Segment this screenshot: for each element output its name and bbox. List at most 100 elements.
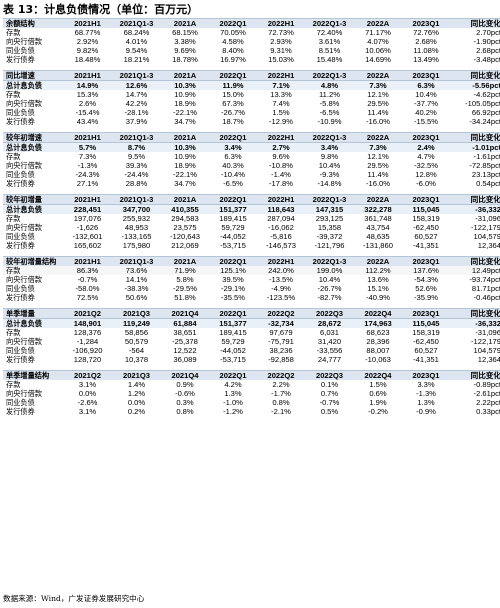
value-cell: 0.9% — [176, 380, 194, 389]
value-cell: 7.3% — [354, 142, 402, 152]
section-spacer — [3, 302, 500, 309]
value-cell: 11.2% — [319, 90, 340, 99]
column-header: 2022Q2 — [257, 308, 305, 319]
yoy-change-cell: -122,179 — [471, 223, 500, 232]
yoy-change-cell: 66.92pct — [471, 108, 500, 117]
table-row: 同业负债 -24.3% -24.4% -22.1% -10.4% -1.4% -9.3% 11… — [3, 170, 500, 179]
value-cell: 151,377 — [209, 204, 257, 214]
section-header-row: 余额结构 2021H1 2021Q1-3 2021A 2022Q1 2022H1 2022Q… — [3, 18, 500, 28]
value-cell: 322,278 — [354, 204, 402, 214]
column-header: 同比变化 — [450, 18, 500, 28]
value-cell: 15.3% — [76, 90, 99, 99]
value-cell: -22.1% — [172, 108, 198, 117]
column-header: 2022A — [354, 18, 402, 28]
value-cell: 72.76% — [413, 28, 439, 37]
value-cell: 8.40% — [222, 46, 244, 55]
value-cell: 3.1% — [78, 380, 97, 389]
column-header: 2021H1 — [63, 18, 112, 28]
value-cell: 34.7% — [174, 179, 196, 188]
value-cell: 12.8% — [415, 170, 437, 179]
value-cell: -4.9% — [271, 284, 291, 293]
value-cell: -62,450 — [413, 337, 439, 346]
table-row: 总计息负债 148,901 119,249 61,884 151,377 -32,734 2… — [3, 318, 500, 328]
value-cell: -13.5% — [268, 275, 294, 284]
value-cell: -92,858 — [268, 355, 294, 364]
value-cell: 9.6% — [272, 152, 290, 161]
value-cell: 1.9% — [369, 398, 387, 407]
value-cell: 128,376 — [73, 328, 102, 337]
column-header: 同比变化 — [450, 132, 500, 143]
column-header: 2022Q3 — [305, 308, 354, 319]
value-cell: -28.1% — [124, 108, 149, 117]
value-cell: -132,601 — [72, 232, 103, 241]
column-header: 2022Q1 — [209, 18, 257, 28]
value-cell: 0.1% — [320, 380, 339, 389]
column-header: 2022H1 — [257, 18, 305, 28]
value-cell: 112.2% — [354, 266, 402, 275]
table-row: 向央行借款 -1.3% 39.3% 18.9% 40.3% -10.8% 10.4% 29.5… — [3, 161, 500, 170]
value-cell: 148,901 — [63, 318, 112, 328]
value-cell: 10.9% — [174, 152, 196, 161]
value-cell: 410,355 — [161, 204, 209, 214]
value-cell: -58.0% — [75, 284, 100, 293]
value-cell: 147,315 — [305, 204, 354, 214]
row-label: 存款 — [3, 266, 63, 275]
row-label: 存款 — [6, 380, 21, 389]
column-header: 2023Q1 — [402, 70, 450, 81]
value-cell: 68.77% — [74, 28, 101, 37]
value-cell: 9.8% — [320, 152, 339, 161]
yoy-change-cell: -93.74pct — [469, 275, 500, 284]
value-cell: 10.4% — [318, 161, 341, 170]
value-cell: -37.7% — [413, 99, 439, 108]
value-cell: 9.31% — [270, 46, 292, 55]
value-cell: 4.58% — [222, 37, 244, 46]
column-header: 2023Q1 — [402, 256, 450, 266]
value-cell: 13.49% — [413, 55, 439, 64]
value-cell: 13.6% — [367, 275, 389, 284]
yoy-change-cell: 81.71pct — [471, 284, 500, 293]
value-cell: -5,816 — [270, 232, 292, 241]
table-row: 存款 3.1% 1.4% 0.9% 4.2% 2.2% 0.1% 1.5% 3.3% -0.89p… — [3, 380, 500, 389]
value-cell: 59,729 — [221, 223, 245, 232]
value-cell: 158,319 — [412, 214, 440, 223]
yoy-change-cell: 12,364 — [477, 241, 500, 250]
row-label: 同业负债 — [6, 346, 35, 355]
table-title: 表 13：计息负债情况（单位：百万元） — [3, 3, 199, 16]
value-cell: 3.1% — [78, 407, 97, 416]
row-label: 总计息负债 — [3, 142, 63, 152]
value-cell: 4.07% — [367, 37, 389, 46]
row-label: 同业负债 — [6, 108, 35, 117]
column-header: 2022Q1 — [209, 194, 257, 205]
table-row: 向央行借款 2.92% 4.01% 3.38% 4.58% 2.93% 3.61% 4.07%… — [3, 37, 500, 46]
value-cell: 38,651 — [173, 328, 197, 337]
row-label: 向央行借款 — [6, 275, 42, 284]
value-cell: 0.7% — [320, 389, 339, 398]
value-cell: 68.24% — [123, 28, 150, 37]
spacer-cell — [3, 302, 500, 309]
table-row: 同业负债 -58.0% -38.3% -29.5% -29.1% -4.9% -26.7% 1… — [3, 284, 500, 293]
value-cell: -0.7% — [319, 398, 340, 407]
value-cell: -131,860 — [363, 241, 393, 250]
yoy-change-cell: -4.62pct — [473, 90, 500, 99]
row-label: 发行债券 — [6, 179, 35, 188]
table-row: 存款 128,376 58,856 38,651 189,415 97,679 6,031 6… — [3, 328, 500, 337]
value-cell: 287,094 — [267, 214, 295, 223]
table-row: 存款 15.3% 14.7% 10.9% 15.0% 13.3% 11.2% 12.1% 10.… — [3, 90, 500, 99]
yoy-change-cell: -31,096 — [475, 214, 500, 223]
column-header: 2021Q3 — [112, 308, 161, 319]
table-row: 发行债券 18.48% 18.21% 18.78% 16.97% 15.03% 15.48%… — [3, 55, 500, 64]
yoy-change-cell: 12.49pct — [450, 266, 500, 275]
table-row: 发行债券 72.5% 50.6% 51.8% -35.5% -123.5% -82.7% -4… — [3, 293, 500, 302]
value-cell: 9.82% — [76, 46, 99, 55]
table-row: 存款 7.3% 9.5% 10.9% 6.3% 9.6% 9.8% 12.1% 4.7% -1.6… — [3, 152, 500, 161]
value-cell: -5.8% — [319, 99, 340, 108]
value-cell: -6.5% — [319, 108, 340, 117]
column-header: 2021H1 — [63, 70, 112, 81]
value-cell: 38,236 — [269, 346, 293, 355]
value-cell: 16.97% — [220, 55, 246, 64]
value-cell: 27.1% — [76, 179, 99, 188]
section-title: 较年初增速 — [3, 132, 63, 143]
value-cell: 175,980 — [122, 241, 151, 250]
row-label: 同业负债 — [6, 232, 35, 241]
value-cell: 361,748 — [364, 214, 392, 223]
